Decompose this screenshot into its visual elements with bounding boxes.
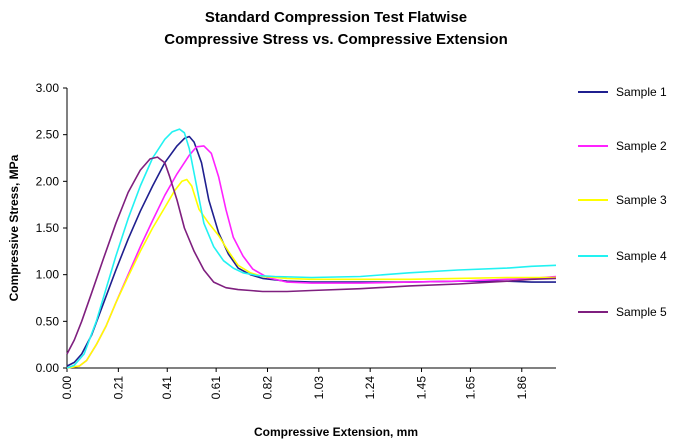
legend-label: Sample 4	[616, 249, 667, 263]
y-tick-label: 2.00	[36, 174, 60, 188]
x-tick-label: 1.86	[515, 376, 529, 400]
x-tick-label: 0.61	[209, 376, 223, 400]
legend-label: Sample 3	[616, 193, 667, 207]
series-line-sample-2	[66, 145, 557, 369]
legend-label: Sample 2	[616, 139, 667, 153]
x-tick-label: 0.00	[60, 376, 74, 400]
y-tick-label: 3.00	[36, 81, 60, 95]
series-layer	[66, 128, 557, 369]
x-tick-label: 1.45	[415, 376, 429, 400]
x-axis: 0.00 0.21 0.41 0.61 0.82 1.03 1.24 1.45 1.65 1.86	[60, 367, 556, 400]
y-tick-label: 0.00	[36, 361, 60, 375]
x-tick-label: 1.65	[463, 376, 477, 400]
series-line-sample-5	[66, 156, 557, 355]
x-tick-label: 1.03	[312, 376, 326, 400]
legend-label: Sample 5	[616, 305, 667, 319]
chart-title: Standard Compression Test Flatwise	[205, 9, 467, 26]
y-axis: 0.00 0.50 1.00 1.50 2.00 2.50 3.00	[36, 81, 68, 375]
legend-label: Sample 1	[616, 85, 667, 99]
y-tick-label: 1.50	[36, 221, 60, 235]
chart-subtitle: Compressive Stress vs. Compressive Exten…	[164, 31, 508, 48]
y-axis-label: Compressive Stress, MPa	[7, 154, 21, 301]
x-tick-label: 0.21	[111, 376, 125, 400]
x-axis-label: Compressive Extension, mm	[254, 425, 418, 439]
y-tick-label: 0.50	[36, 314, 60, 328]
series-line-sample-3	[66, 178, 556, 369]
x-tick-label: 0.41	[160, 376, 174, 400]
legend: Sample 1 Sample 2 Sample 3 Sample 4 Sample 5	[578, 85, 667, 319]
x-tick-label: 0.82	[260, 376, 274, 400]
y-tick-label: 2.50	[36, 128, 60, 142]
series-line-sample-4	[66, 128, 557, 369]
x-tick-label: 1.24	[363, 376, 377, 400]
y-tick-label: 1.00	[36, 268, 60, 282]
